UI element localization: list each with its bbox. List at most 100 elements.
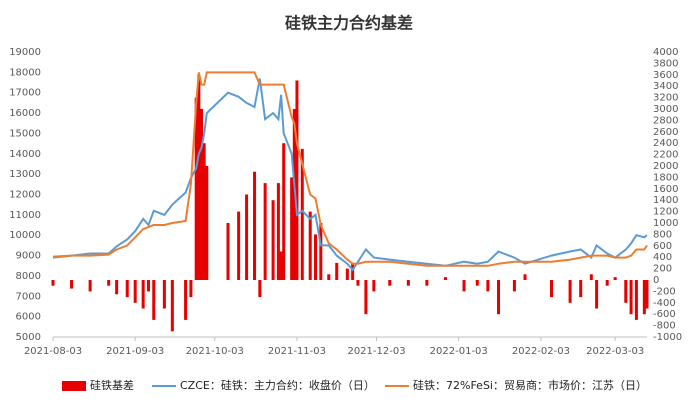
bar — [200, 109, 203, 280]
y2-tick-label: 1800 — [653, 172, 678, 183]
x-tick-label: 2021-12-03 — [347, 346, 405, 357]
y-tick-label: 14000 — [9, 149, 41, 160]
y-tick-label: 15000 — [9, 128, 41, 139]
bar — [51, 280, 55, 286]
bar — [88, 280, 92, 292]
y-tick-label: 19000 — [9, 47, 41, 58]
y2-tick-label: -1000 — [653, 332, 682, 343]
bar — [443, 277, 447, 280]
bar — [226, 223, 230, 280]
y2-tick-label: 0 — [653, 275, 659, 286]
bar — [595, 280, 599, 309]
bar — [523, 274, 527, 280]
bar — [295, 80, 299, 280]
y2-tick-label: -200 — [653, 286, 676, 297]
bar — [197, 74, 201, 280]
bar — [162, 280, 166, 309]
x-tick-label: 2021-08-03 — [24, 346, 82, 357]
bar — [133, 280, 137, 303]
line — [52, 78, 648, 272]
y2-tick-label: -800 — [653, 321, 676, 332]
y2-tick-label: -400 — [653, 298, 676, 309]
bar — [70, 280, 74, 289]
y2-tick-label: 4000 — [653, 47, 678, 58]
bar — [115, 280, 119, 295]
bar — [189, 280, 193, 298]
y2-tick-label: 2600 — [653, 127, 678, 138]
bar — [327, 274, 331, 280]
y2-tick-label: 800 — [653, 229, 672, 240]
y-tick-label: 12000 — [9, 190, 41, 201]
bar — [372, 280, 376, 292]
y2-tick-label: 1000 — [653, 218, 678, 229]
y-tick-label: 10000 — [9, 230, 41, 241]
bar — [170, 280, 174, 332]
y-tick-label: 13000 — [9, 169, 41, 180]
bar — [282, 143, 286, 280]
bar — [345, 268, 349, 280]
y2-tick-label: 200 — [653, 264, 672, 275]
y2-tick-label: 3400 — [653, 81, 678, 92]
bar — [351, 262, 355, 280]
y2-tick-label: 3000 — [653, 104, 678, 115]
y-tick-label: 5000 — [16, 332, 41, 343]
bar — [364, 280, 368, 315]
y-tick-label: 8000 — [16, 271, 41, 282]
x-tick-label: 2022-03-03 — [586, 346, 644, 357]
y-tick-label: 18000 — [9, 67, 41, 78]
bar — [279, 251, 283, 280]
y2-tick-label: 2800 — [653, 115, 678, 126]
bar — [245, 194, 249, 280]
bar — [356, 280, 360, 286]
y-tick-label: 7000 — [16, 291, 41, 302]
bar — [141, 280, 145, 309]
bar — [205, 166, 209, 280]
bar — [184, 280, 188, 320]
bar — [425, 280, 429, 286]
bar — [146, 280, 150, 292]
bar — [512, 280, 516, 292]
bar — [271, 200, 275, 280]
bar — [613, 277, 617, 280]
bar — [475, 280, 479, 286]
x-tick-label: 2021-09-03 — [106, 346, 164, 357]
bar — [629, 280, 633, 315]
bar — [276, 183, 280, 280]
y-tick-label: 6000 — [16, 312, 41, 323]
legend-label: 硅铁：72%FeSi：贸易商：市场价：江苏（日） — [413, 378, 647, 392]
bar — [388, 280, 392, 286]
bar — [645, 280, 649, 309]
y-tick-label: 11000 — [9, 210, 41, 221]
y2-tick-label: 3800 — [653, 58, 678, 69]
bar — [634, 280, 638, 320]
bar — [253, 171, 257, 280]
bar — [300, 148, 304, 280]
bar — [125, 280, 129, 298]
bar — [589, 274, 593, 280]
y2-tick-label: 2200 — [653, 150, 678, 161]
y2-tick-label: 3200 — [653, 93, 678, 104]
x-tick-label: 2022-01-03 — [430, 346, 488, 357]
bar — [237, 211, 241, 280]
bar — [263, 183, 267, 280]
bar — [497, 280, 500, 315]
y2-tick-label: 1400 — [653, 195, 678, 206]
x-tick-label: 2021-11-03 — [268, 346, 326, 357]
bar — [290, 177, 294, 280]
y2-tick-label: -600 — [653, 309, 676, 320]
bar — [152, 280, 156, 320]
x-tick-label: 2022-02-03 — [512, 346, 570, 357]
bar — [568, 280, 572, 303]
legend-label: CZCE：硅铁：主力合约：收盘价（日） — [180, 378, 375, 392]
bar — [335, 262, 339, 280]
bar — [319, 223, 323, 280]
chart-title: 硅铁主力合约基差 — [285, 14, 413, 33]
x-tick-label: 2021-10-03 — [186, 346, 244, 357]
bar — [258, 280, 262, 298]
bar — [406, 280, 410, 286]
y-tick-label: 17000 — [9, 88, 41, 99]
bar — [308, 211, 312, 280]
bar — [107, 280, 111, 286]
